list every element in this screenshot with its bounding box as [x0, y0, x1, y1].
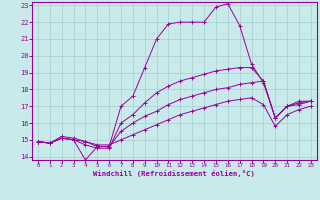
X-axis label: Windchill (Refroidissement éolien,°C): Windchill (Refroidissement éolien,°C): [93, 170, 255, 177]
